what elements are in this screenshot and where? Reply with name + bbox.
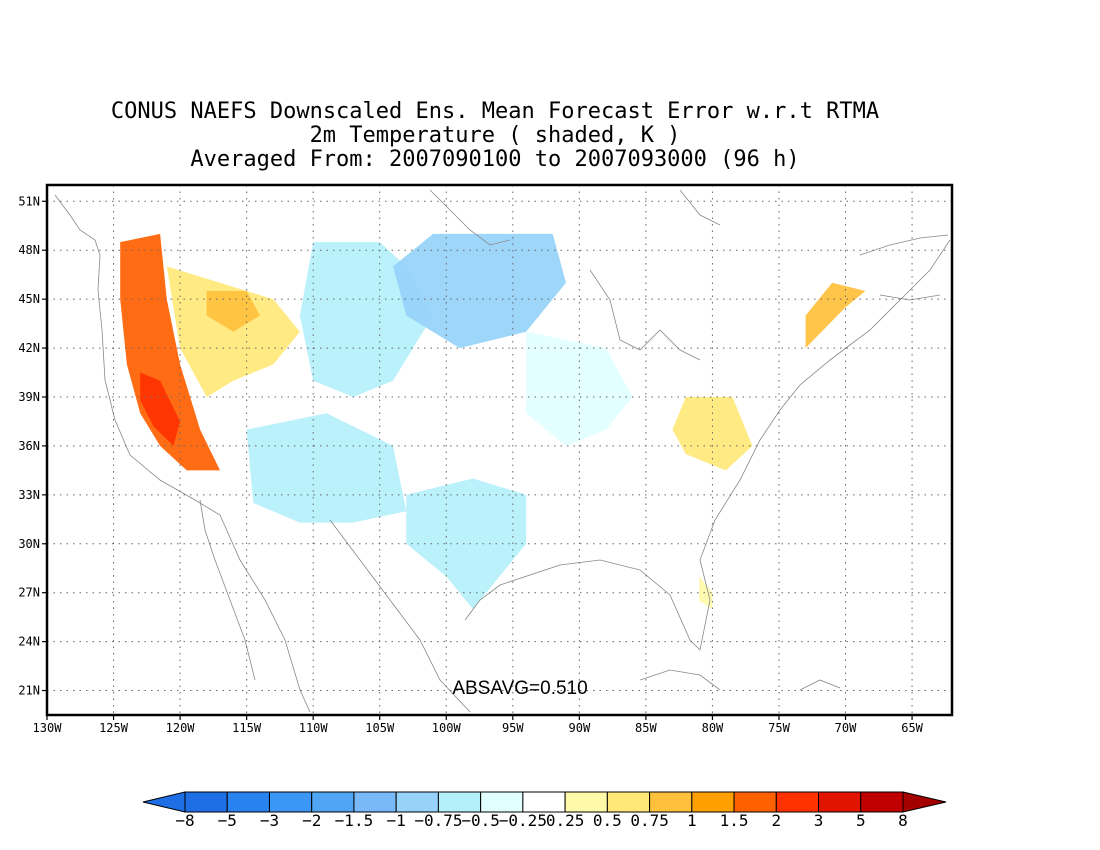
region-texas-cool [406,478,527,609]
colorbar-label: 1 [687,811,697,830]
colorbar-label: −0.25 [499,811,547,830]
colorbar-box [818,791,862,813]
lat-tick-label: 30N [18,537,40,551]
lon-tick-label: 90W [569,721,591,735]
lat-tick-label: 21N [18,684,40,698]
region-appalachian-warm [672,397,753,471]
colorbar-label: 0.25 [546,811,585,830]
colorbar-label: 2 [771,811,781,830]
lon-tick-label: 85W [635,721,657,735]
lon-tick-label: 100W [432,721,462,735]
colorbar-box [522,791,566,813]
region-florida-warm [699,576,713,609]
chart-title-line-3: Averaged From: 2007090100 to 2007093000 … [190,147,800,172]
region-west-coast-warm [120,233,220,471]
lat-tick-label: 39N [18,390,40,404]
lon-tick-label: 75W [768,721,790,735]
colorbar-box [564,791,608,813]
colorbar-label: −5 [218,811,237,830]
colorbar-box [353,791,397,813]
chart-title-line-1: CONUS NAEFS Downscaled Ens. Mean Forecas… [110,99,880,124]
colorbar-label: −8 [175,811,194,830]
plot-frame [45,183,954,717]
chart-title-line-2: 2m Temperature ( shaded, K ) [309,123,681,148]
lon-tick-label: 95W [502,721,524,735]
latitude-tick-labels: 21N 24N 27N 30N 33N 36N 39N 42N 45N 48N 51N [18,194,40,697]
colorbar-box [437,791,482,813]
colorbar-arrow-low [142,791,186,813]
lon-tick-label: 110W [299,721,329,735]
colorbar-box [184,791,228,813]
lon-tick-label: 130W [33,721,63,735]
lat-tick-label: 45N [18,292,40,306]
colorbar-box [691,791,735,813]
colorbar-box [606,791,651,813]
colorbar-label: 1.5 [720,811,749,830]
colorbar-label: 8 [898,811,908,830]
colorbar-label: 5 [856,811,866,830]
lat-tick-label: 36N [18,439,40,453]
colorbar-label: −1.5 [335,811,374,830]
colorbar-box [480,791,524,813]
colorbar-box [733,791,777,813]
lon-tick-label: 115W [232,721,262,735]
lat-tick-label: 27N [18,586,40,600]
colorbar-box [311,791,355,813]
colorbar-box [226,791,270,813]
lon-tick-label: 120W [166,721,196,735]
colorbar-label: −3 [260,811,279,830]
colorbar-arrow-high [902,791,947,813]
lon-tick-label: 125W [99,721,129,735]
lon-tick-label: 70W [835,721,857,735]
colorbar-box [860,791,904,813]
region-northern-plains-cold [393,233,566,349]
colorbar-label: −0.5 [461,811,500,830]
conus-land [103,255,880,650]
colorbar-label: 3 [814,811,824,830]
colorbar-label: −2 [302,811,321,830]
colorbar-label: −1 [387,811,406,830]
region-midwest-cool [526,331,633,446]
lon-tick-label: 80W [702,721,724,735]
absavg-label: ABSAVG=0.510 [452,678,587,699]
region-central-valley-hot [140,372,181,446]
lat-tick-label: 24N [18,635,40,649]
lat-tick-label: 42N [18,341,40,355]
colorbar-label: 0.75 [630,811,669,830]
chart-title-block: CONUS NAEFS Downscaled Ens. Mean Forecas… [0,100,990,172]
colorbar: −8 −5 −3 −2 −1.5 −1 −0.75−0.5−0.250.25 0.5 0.75 1… [142,791,947,830]
coastlines [54,189,951,713]
colorbar-box [268,791,313,813]
lon-tick-label: 105W [365,721,395,735]
colorbar-box [775,791,820,813]
lat-tick-label: 48N [18,243,40,257]
map-content [54,189,951,713]
colorbar-box [649,791,693,813]
colorbar-label: 0.5 [593,811,622,830]
longitude-tick-labels: 130W 125W 120W 115W 110W 105W 100W 95W 90W 85W 80W… [33,721,924,735]
colorbar-box [395,791,439,813]
lat-tick-label: 51N [18,194,40,208]
graticule [42,185,952,720]
lat-tick-label: 33N [18,488,40,502]
colorbar-label: −0.75 [414,811,462,830]
lon-tick-label: 65W [901,721,923,735]
